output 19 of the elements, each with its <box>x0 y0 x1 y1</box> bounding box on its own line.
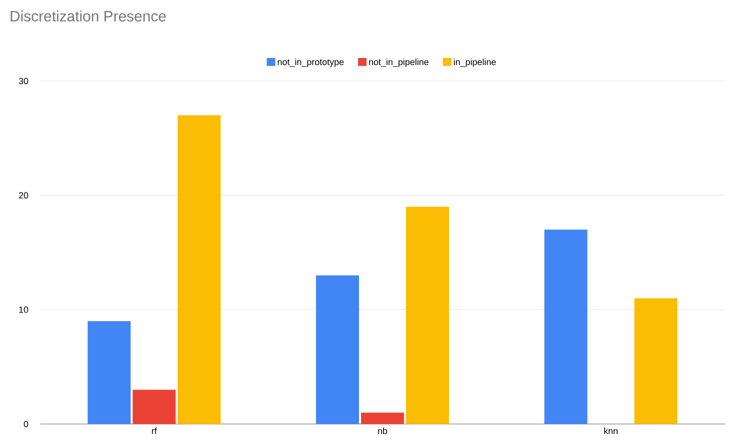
bar <box>316 275 360 424</box>
bar <box>544 230 588 424</box>
bar <box>361 412 404 424</box>
y-tick-label: 30 <box>18 78 28 84</box>
y-tick-label: 0 <box>24 420 28 428</box>
legend-label: in_pipeline <box>454 58 496 67</box>
bar <box>634 298 678 424</box>
bar <box>178 115 221 424</box>
bar <box>88 321 131 424</box>
x-tick-label: nb <box>378 428 388 434</box>
legend-label: not_in_pipeline <box>369 58 428 67</box>
y-tick-label: 10 <box>19 306 28 313</box>
y-tick-label: 20 <box>18 192 28 199</box>
bar <box>132 390 176 424</box>
chart-title: Discretization Presence <box>10 10 166 22</box>
bar <box>406 206 450 424</box>
x-tick-label: rf <box>152 428 157 434</box>
legend-label: not_in_prototype <box>278 58 344 67</box>
x-tick-label: knn <box>604 428 618 434</box>
